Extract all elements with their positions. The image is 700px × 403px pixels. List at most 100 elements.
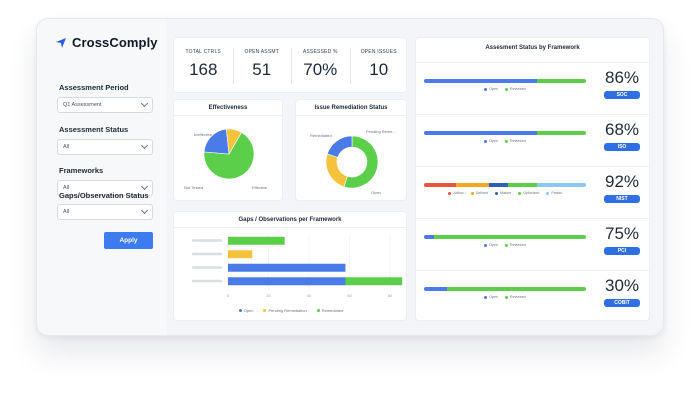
legend-item: Open (484, 295, 498, 299)
ineffective-label: Ineffective (194, 132, 213, 137)
pie-slice[interactable] (343, 135, 379, 189)
bar-segment (424, 287, 447, 291)
kpi-value: 70% (303, 60, 338, 79)
divider (349, 48, 351, 84)
framework-badge[interactable]: PCI (604, 247, 640, 255)
framework-badge[interactable]: SOC (604, 91, 640, 99)
bar[interactable] (345, 277, 403, 286)
kpi-card: TOTAL CTRLS 168 OPEN ASSMT 51 ASSESSED % 70% O… (173, 37, 407, 93)
bar-segment (488, 183, 509, 187)
legend-item: Adhoc (448, 191, 464, 195)
gaps-status-select[interactable]: All (57, 204, 153, 220)
legend-item: Optimized (518, 191, 539, 195)
assessment-period-value: Q1 Assessment (63, 102, 102, 108)
bar-segment (424, 235, 434, 239)
framework-legend: Open Reviewed (416, 139, 594, 143)
pie-slice[interactable] (203, 128, 230, 155)
pie-slice[interactable] (203, 131, 255, 180)
bar-segment (424, 183, 457, 187)
assessment-status-value: All (63, 144, 70, 150)
legend-swatch (505, 139, 508, 143)
legend-swatch (316, 309, 320, 312)
legend-item: Reviewed (505, 139, 526, 143)
divider (232, 48, 234, 84)
framework-status-bar (424, 287, 586, 291)
framework-badge[interactable]: ISO (604, 143, 640, 151)
framework-percent: 30% (604, 276, 640, 295)
x-tick-label: 20 (266, 293, 271, 298)
gaps-card: Gaps / Observations per Framework 0 20 40 6… (173, 211, 407, 321)
chevron-down-icon (140, 206, 149, 215)
pie-slice[interactable] (325, 153, 348, 188)
bar-segment (537, 183, 586, 187)
legend-item: Defined (470, 191, 488, 195)
y-tick-label (192, 252, 222, 256)
pie-slice[interactable] (226, 128, 242, 155)
framework-percent: 68% (604, 120, 640, 139)
framework-percent: 92% (604, 172, 640, 191)
legend-label: Partial (551, 191, 562, 195)
legend-swatch (484, 295, 488, 299)
effectiveness-card: Effectiveness Ineffective Not Tested Eff… (173, 99, 283, 201)
kpi-value: 51 (252, 60, 272, 79)
assessment-status-select[interactable]: All (57, 139, 153, 155)
app-name: CrossComply (72, 35, 158, 50)
framework-legend: Open Reviewed (416, 87, 594, 91)
framework-row[interactable]: Open Reviewed 75% PCI (416, 218, 649, 268)
legend-label: Reviewed (510, 87, 526, 91)
bar[interactable] (228, 263, 346, 272)
legend-label: Remediated (321, 308, 344, 313)
legend-label: Adhoc (453, 191, 464, 195)
kpi-tile: TOTAL CTRLS 168 (174, 38, 233, 94)
kpi-value: 168 (189, 60, 218, 79)
pie-slice[interactable] (326, 135, 353, 158)
framework-percent: 86% (604, 68, 640, 87)
chevron-down-icon (140, 141, 149, 150)
effective-label: Effective (252, 185, 268, 190)
framework-row[interactable]: Open Reviewed 68% ISO (416, 114, 649, 164)
framework-legend: Open Reviewed (416, 295, 594, 299)
remediation-card: Issue Remediation Status Remediated Pend… (295, 99, 407, 201)
framework-status-bar (424, 131, 586, 135)
divider (296, 115, 406, 116)
framework-status-title: Assesment Status by Framework (485, 45, 580, 51)
bar[interactable] (228, 277, 346, 286)
frameworks-select[interactable]: All (57, 180, 153, 196)
kpi-tile: OPEN ASSMT 51 (233, 38, 292, 94)
framework-row[interactable]: Open Reviewed 30% COBIT (416, 270, 649, 320)
y-tick-label (192, 266, 222, 269)
frameworks-label: Frameworks (59, 166, 104, 175)
remediated-label: Remediated (310, 133, 332, 138)
kpi-label: ASSESSED % (302, 49, 338, 55)
legend-swatch (448, 191, 452, 195)
legend-swatch (484, 87, 488, 91)
not-tested-label: Not Tested (184, 185, 204, 190)
framework-row[interactable]: Open Reviewed 86% SOC (416, 62, 649, 112)
legend-label: Optimized (523, 191, 540, 195)
framework-legend: Adhoc Defined Mature Optimized Partial (416, 191, 594, 195)
framework-row[interactable]: Adhoc Defined Mature Optimized Partial 92% NIS… (416, 166, 649, 216)
legend-label: Reviewed (510, 243, 526, 247)
assessment-period-select[interactable]: Q1 Assessment (57, 97, 153, 113)
framework-badge[interactable]: NIST (604, 195, 640, 203)
bar[interactable] (228, 250, 253, 259)
kpi-label: OPEN ISSUES (360, 49, 397, 55)
effectiveness-pie-chart (203, 128, 255, 180)
apply-button[interactable]: Apply (104, 232, 153, 249)
legend-label: Reviewed (510, 139, 526, 143)
app-logo[interactable]: CrossComply (55, 35, 158, 50)
framework-status-card: Assesment Status by Framework Open Review… (415, 37, 650, 321)
framework-status-bar (424, 235, 586, 239)
divider (291, 48, 292, 84)
legend-label: Open (243, 308, 254, 313)
legend-swatch (238, 309, 242, 312)
legend-item: Remediated (316, 308, 344, 313)
gaps-status-label: Gaps/Observation Status (59, 191, 149, 200)
kpi-tile: ASSESSED % 70% (291, 38, 350, 94)
legend-item: Partial (546, 191, 562, 195)
legend-swatch (263, 309, 267, 312)
bar[interactable] (228, 236, 285, 245)
legend-item: Mature (495, 191, 511, 195)
framework-badge[interactable]: COBIT (604, 299, 640, 307)
pending-label: Pending Reme... (366, 129, 396, 134)
